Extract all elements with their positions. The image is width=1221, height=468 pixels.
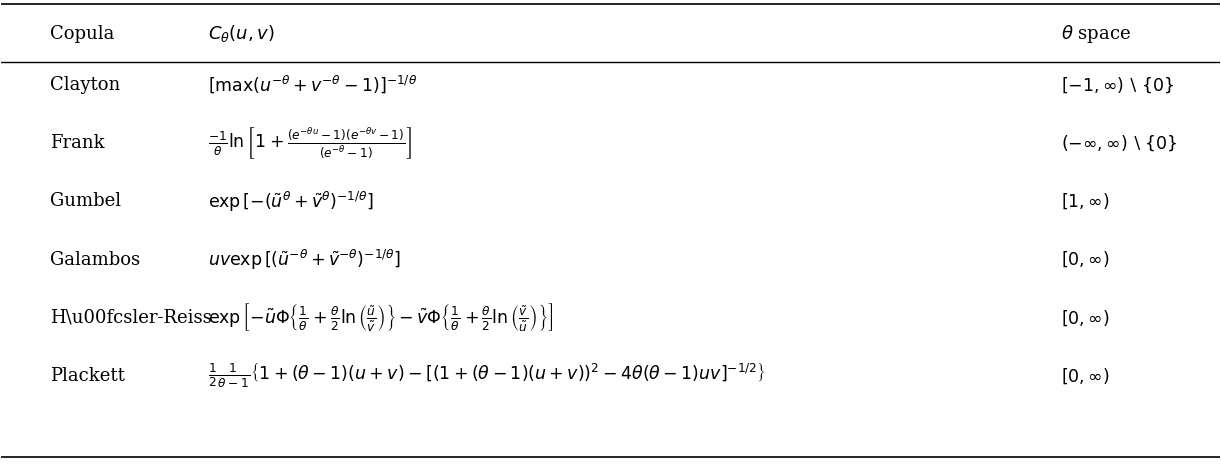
Text: $[0,\infty)$: $[0,\infty)$	[1061, 366, 1110, 386]
Text: $[0,\infty)$: $[0,\infty)$	[1061, 250, 1110, 270]
Text: $\frac{-1}{\theta}\ln\left[1 + \frac{(e^{-\theta u}-1)(e^{-\theta v}-1)}{(e^{-\t: $\frac{-1}{\theta}\ln\left[1 + \frac{(e^…	[209, 125, 413, 161]
Text: Galambos: Galambos	[50, 250, 140, 269]
Text: Clayton: Clayton	[50, 76, 121, 94]
Text: Plackett: Plackett	[50, 367, 125, 385]
Text: $\theta$ space: $\theta$ space	[1061, 23, 1132, 45]
Text: $(-\infty,\infty)\setminus\{0\}$: $(-\infty,\infty)\setminus\{0\}$	[1061, 133, 1178, 153]
Text: $\frac{1}{2}\frac{1}{\theta-1}\left\{1 + (\theta-1)(u+v) - \left[(1+(\theta-1)(u: $\frac{1}{2}\frac{1}{\theta-1}\left\{1 +…	[209, 362, 767, 390]
Text: $[1,\infty)$: $[1,\infty)$	[1061, 192, 1110, 211]
Text: Copula: Copula	[50, 25, 115, 43]
Text: $C_{\theta}(u,v)$: $C_{\theta}(u,v)$	[209, 23, 275, 44]
Text: $[0,\infty)$: $[0,\infty)$	[1061, 308, 1110, 328]
Text: $\exp\left[-\tilde{u}\Phi\left\{\frac{1}{\theta} + \frac{\theta}{2}\ln\left(\fra: $\exp\left[-\tilde{u}\Phi\left\{\frac{1}…	[209, 302, 553, 334]
Text: $\exp\left[-\left(\tilde{u}^{\theta} + \tilde{v}^{\theta}\right)^{-1/\theta}\rig: $\exp\left[-\left(\tilde{u}^{\theta} + \…	[209, 189, 375, 214]
Text: Frank: Frank	[50, 134, 105, 152]
Text: H\u00fcsler-Reiss: H\u00fcsler-Reiss	[50, 309, 212, 327]
Text: Gumbel: Gumbel	[50, 192, 121, 211]
Text: $[\max(u^{-\theta} + v^{-\theta} - 1)]^{-1/\theta}$: $[\max(u^{-\theta} + v^{-\theta} - 1)]^{…	[209, 74, 418, 96]
Text: $[-1,\infty)\setminus\{0\}$: $[-1,\infty)\setminus\{0\}$	[1061, 75, 1175, 95]
Text: $uv\exp\left[\left(\tilde{u}^{-\theta} + \tilde{v}^{-\theta}\right)^{-1/\theta}\: $uv\exp\left[\left(\tilde{u}^{-\theta} +…	[209, 247, 402, 272]
